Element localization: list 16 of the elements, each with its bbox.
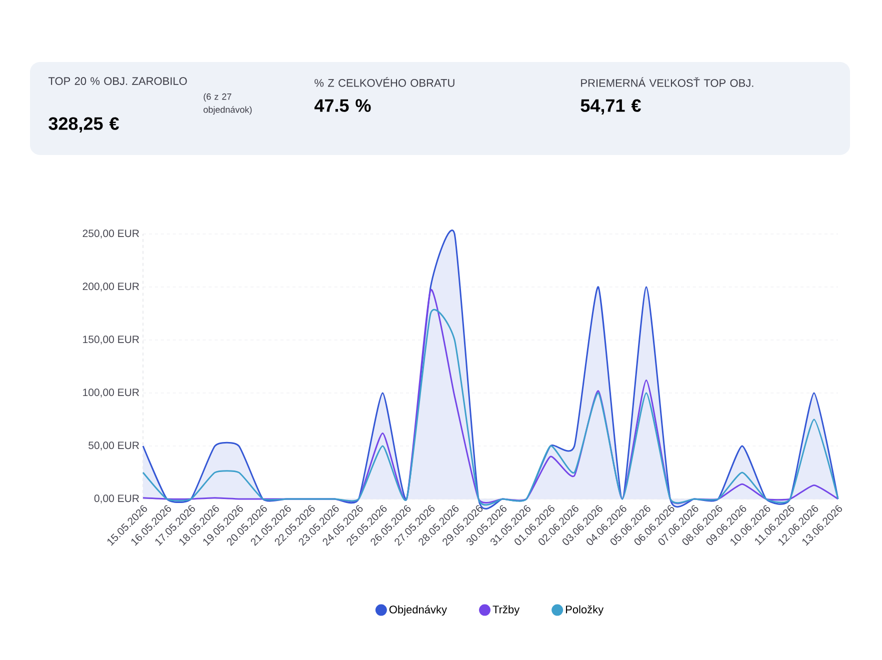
y-tick-label: 50,00 EUR bbox=[88, 442, 139, 450]
text: PRIEMERNÁ VEĽKOSŤ TOP OBJ. bbox=[581, 77, 754, 87]
legend-label: Položky bbox=[566, 605, 604, 616]
text: % Z CELKOVÉHO OBRATU bbox=[314, 77, 454, 87]
text: 54,71 € bbox=[580, 99, 641, 115]
text: 47.5 % bbox=[314, 99, 371, 112]
legend-label: Objednávky bbox=[389, 605, 447, 616]
y-tick-label: 150,00 EUR bbox=[83, 336, 139, 344]
y-tick-label: 200,00 EUR bbox=[82, 282, 139, 292]
y-tick-label: 0,00 EUR bbox=[94, 494, 139, 504]
text: TOP 20 % OBJ. ZAROBILO bbox=[48, 77, 187, 85]
legend-label: Tržby bbox=[492, 605, 520, 616]
y-tick-label: 100,00 EUR bbox=[83, 388, 139, 398]
text: (6 z 27 objednávok) bbox=[204, 93, 252, 115]
text: 328,25 € bbox=[48, 117, 119, 133]
y-tick-label: 250,00 EUR bbox=[82, 230, 139, 238]
